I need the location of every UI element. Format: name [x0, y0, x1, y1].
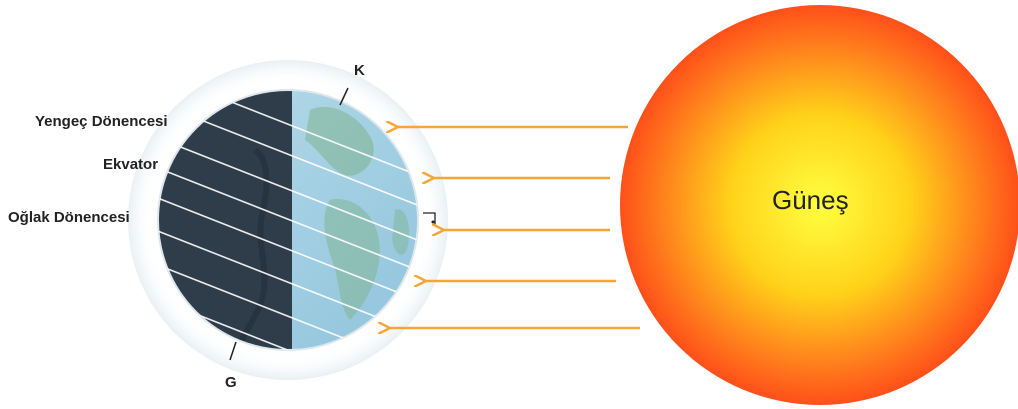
- north-label: K: [354, 62, 365, 79]
- latitude-line: [158, 90, 418, 181]
- continent-night: [237, 147, 270, 347]
- continent-east: [392, 209, 410, 255]
- north-pole-tick: [339, 87, 349, 106]
- tropic-of-cancer-line: [158, 134, 418, 246]
- tropic-of-capricorn-label: Oğlak Dönencesi: [8, 209, 130, 226]
- sun-label: Güneş: [772, 185, 849, 215]
- sun-rays: [388, 127, 640, 328]
- tropic-of-capricorn-line: [158, 194, 418, 306]
- continent-north: [305, 106, 374, 176]
- continent-south: [324, 199, 380, 320]
- right-angle-marker: [423, 212, 436, 225]
- south-pole-tick: [229, 341, 237, 361]
- right-angle-dot: [431, 220, 435, 224]
- equator-line: [158, 164, 418, 276]
- south-label: G: [225, 374, 237, 391]
- tropic-of-cancer-label: Yengeç Dönencesi: [35, 113, 168, 130]
- sun: [620, 5, 1018, 405]
- latitude-line: [158, 261, 418, 350]
- equator-label: Ekvator: [103, 156, 159, 173]
